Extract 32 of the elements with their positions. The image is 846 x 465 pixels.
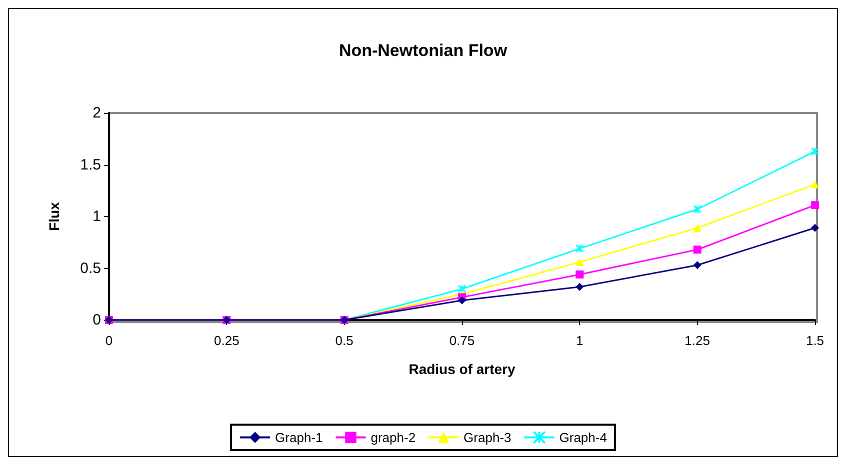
legend-label: Graph-1 (275, 430, 323, 445)
y-tick-label: 0.5 (80, 260, 101, 277)
point (576, 270, 584, 278)
point (811, 180, 819, 188)
x-tick-label: 1.5 (806, 333, 824, 348)
legend-label: Graph-4 (559, 430, 607, 445)
x-tick-label: 1 (576, 333, 584, 348)
point (693, 246, 702, 254)
x-tick-label: 0 (105, 333, 113, 348)
point (458, 296, 466, 304)
point (575, 244, 584, 253)
legend-label: graph-2 (370, 430, 416, 445)
point (693, 224, 702, 232)
x-tick-label: 0.75 (449, 333, 475, 348)
y-tick-label: 1.5 (80, 156, 101, 174)
y-tick-label: 1 (92, 208, 101, 225)
point (693, 261, 702, 270)
x-axis-title: Radius of artery (408, 361, 516, 377)
point (693, 205, 702, 214)
point (811, 224, 819, 232)
x-tick-label: 1.25 (684, 333, 710, 348)
y-tick-label: 0 (92, 312, 101, 328)
chart-title: Non-Newtonian Flow (338, 41, 508, 60)
x-tick-label: 0.5 (335, 333, 354, 348)
point (458, 284, 466, 294)
point (576, 282, 584, 291)
x-tick-label: 0.25 (214, 333, 240, 348)
legend-label: Graph-3 (464, 430, 512, 445)
y-tick-label: 2 (92, 104, 101, 122)
point (576, 258, 584, 266)
y-axis-title: Flux (46, 202, 62, 231)
point (811, 201, 819, 210)
